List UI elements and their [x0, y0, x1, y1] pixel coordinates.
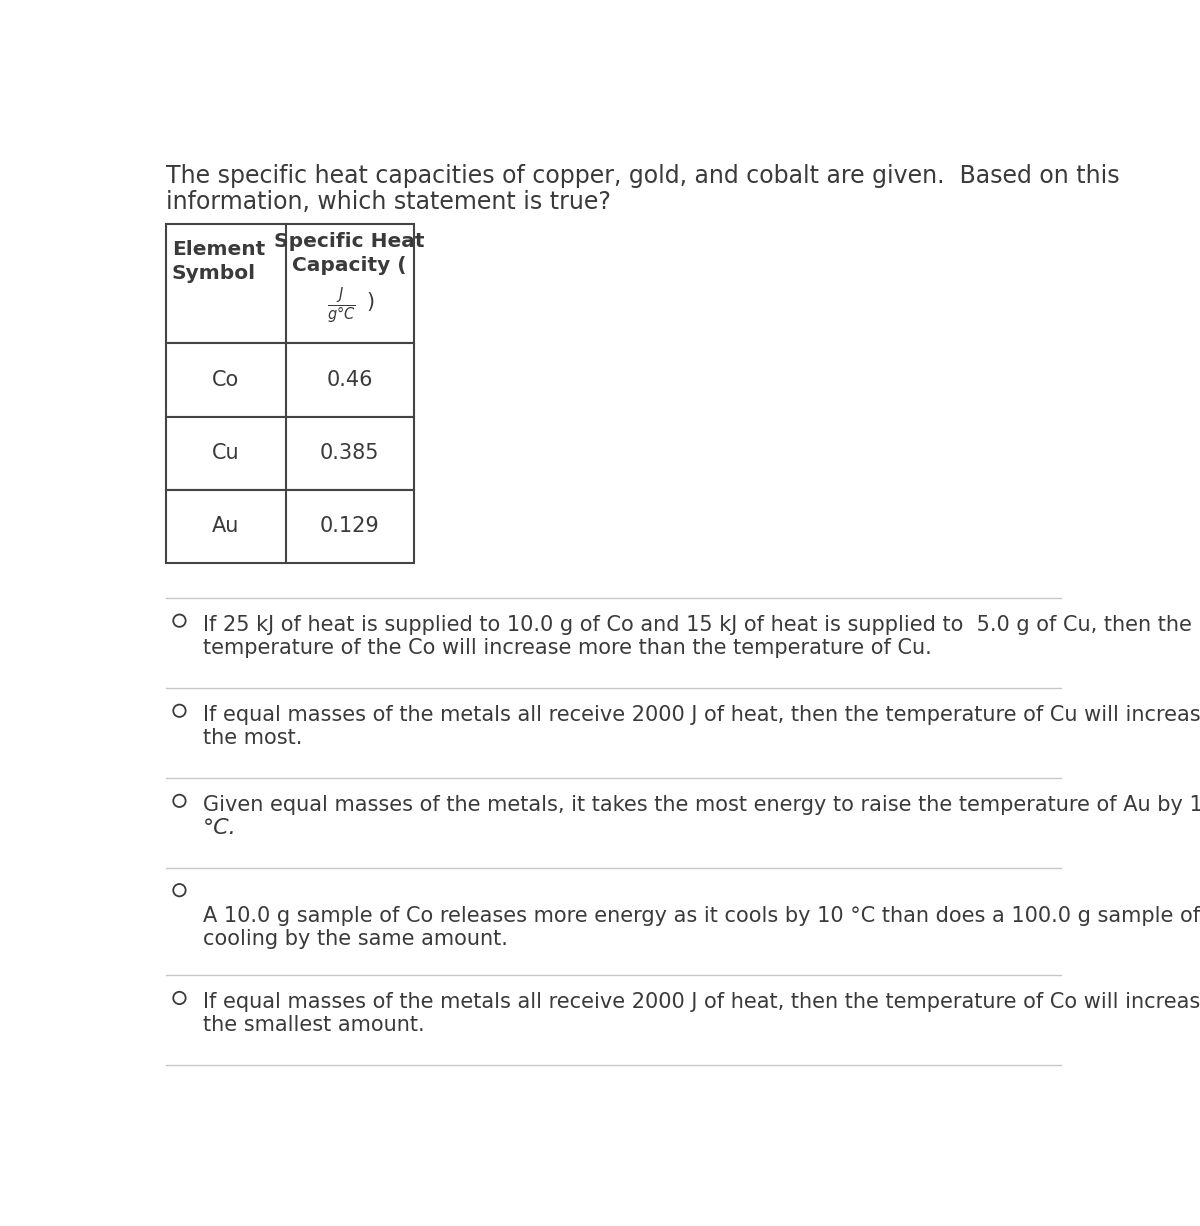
Text: 0.46: 0.46 — [326, 370, 373, 390]
Text: $\mathit{\frac{J}{g{°}C}}$: $\mathit{\frac{J}{g{°}C}}$ — [328, 286, 356, 326]
Text: the most.: the most. — [203, 728, 302, 748]
Text: The specific heat capacities of copper, gold, and cobalt are given.  Based on th: The specific heat capacities of copper, … — [166, 164, 1120, 188]
Bar — [166, 417, 414, 489]
Text: Au: Au — [212, 516, 239, 536]
Circle shape — [173, 992, 186, 1004]
Text: °C.: °C. — [203, 818, 236, 837]
Text: temperature of the Co will increase more than the temperature of Cu.: temperature of the Co will increase more… — [203, 638, 931, 657]
Circle shape — [173, 614, 186, 626]
Text: Specific Heat: Specific Heat — [275, 232, 425, 251]
Text: Element: Element — [172, 239, 265, 259]
Text: Symbol: Symbol — [172, 264, 256, 283]
Text: A 10.0 g sample of Co releases more energy as it cools by 10 °C than does a 100.: A 10.0 g sample of Co releases more ener… — [203, 906, 1200, 927]
Text: Capacity (: Capacity ( — [293, 256, 407, 276]
Text: 0.129: 0.129 — [319, 516, 379, 536]
Bar — [166, 489, 414, 563]
Text: Cu: Cu — [211, 443, 239, 463]
Text: If 25 kJ of heat is supplied to 10.0 g of Co and 15 kJ of heat is supplied to  5: If 25 kJ of heat is supplied to 10.0 g o… — [203, 614, 1192, 635]
Text: If equal masses of the metals all receive 2000 J of heat, then the temperature o: If equal masses of the metals all receiv… — [203, 705, 1200, 725]
Circle shape — [173, 705, 186, 717]
Text: Co: Co — [212, 370, 239, 390]
Text: information, which statement is true?: information, which statement is true? — [166, 190, 611, 215]
Text: Given equal masses of the metals, it takes the most energy to raise the temperat: Given equal masses of the metals, it tak… — [203, 794, 1200, 815]
Bar — [166, 343, 414, 417]
Text: the smallest amount.: the smallest amount. — [203, 1015, 425, 1035]
Bar — [166, 224, 414, 343]
Text: If equal masses of the metals all receive 2000 J of heat, then the temperature o: If equal masses of the metals all receiv… — [203, 992, 1200, 1011]
Text: ): ) — [367, 292, 374, 311]
Circle shape — [173, 794, 186, 807]
Text: 0.385: 0.385 — [320, 443, 379, 463]
Text: cooling by the same amount.: cooling by the same amount. — [203, 929, 508, 949]
Circle shape — [173, 884, 186, 896]
